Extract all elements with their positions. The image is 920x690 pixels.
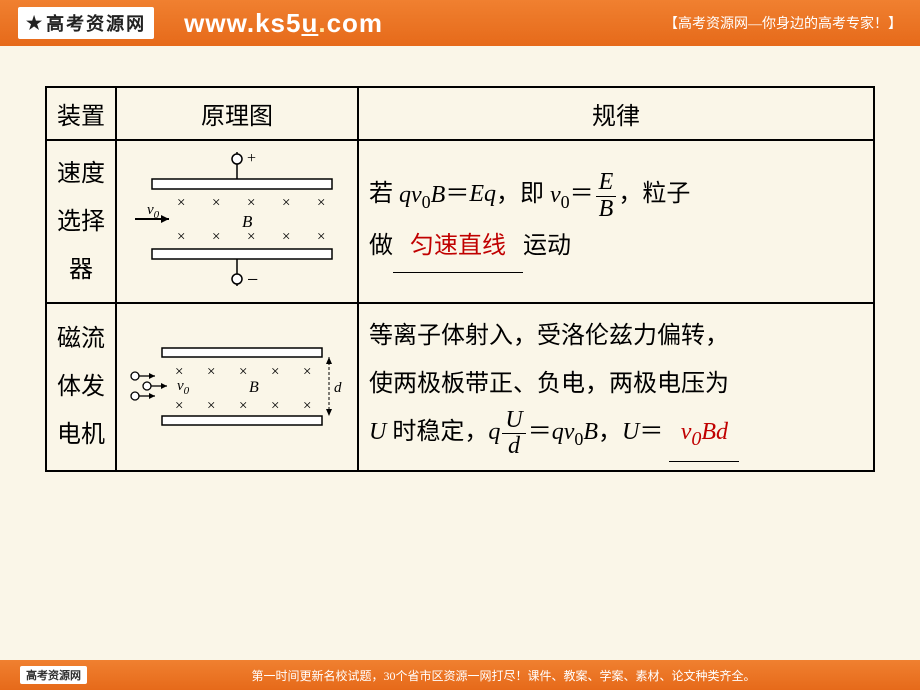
svg-text:v0: v0 [177,378,190,397]
header-bar: ★ 高考资源网 www.ks5u.com 【高考资源网—你身边的高考专家！】 [0,0,920,46]
header-diagram: 原理图 [116,87,358,140]
header-rule: 规律 [358,87,874,140]
velocity-selector-diagram: + − ××××× ××××× v0 B [127,149,347,294]
logo-text: 高考资源网 [46,10,146,36]
svg-text:×: × [207,398,215,414]
svg-text:×: × [247,195,255,211]
svg-text:×: × [303,398,311,414]
svg-text:×: × [175,398,183,414]
svg-text:−: − [247,269,258,291]
logo-star-icon: ★ [26,13,42,34]
footer-logo: 高考资源网 [20,666,87,684]
svg-text:×: × [207,364,215,380]
rule-1: 若 qv0B＝Eq，即 v0＝EB，粒子 做匀速直线运动 [358,140,874,303]
row-velocity-selector: 速度 选择 器 + − × × × × × × × × × × [46,140,874,303]
mhd-diagram: ××××× ××××× v0 B d [127,330,347,445]
site-url: www.ks5u.com [184,8,383,39]
svg-text:×: × [282,229,290,245]
footer-text: 第一时间更新名校试题，30个省市区资源一网打尽！课件、教案、学案、素材、论文种类… [107,667,900,684]
svg-text:B: B [249,379,259,396]
svg-text:×: × [282,195,290,211]
device-label-2: 磁流 体发 电机 [46,303,116,471]
physics-table: 装置 原理图 规律 速度 选择 器 + − [45,86,875,472]
url-suffix: com [327,8,383,38]
footer-bar: 高考资源网 第一时间更新名校试题，30个省市区资源一网打尽！课件、教案、学案、素… [0,660,920,690]
svg-text:×: × [271,398,279,414]
svg-text:×: × [212,195,220,211]
svg-text:×: × [177,229,185,245]
svg-text:×: × [317,195,325,211]
header-device: 装置 [46,87,116,140]
url-dot: . [318,8,326,38]
svg-text:×: × [239,364,247,380]
svg-text:×: × [317,229,325,245]
answer-1: 匀速直线 [393,222,523,273]
svg-text:×: × [177,195,185,211]
svg-text:×: × [247,229,255,245]
diagram-2: ××××× ××××× v0 B d [116,303,358,471]
answer-2: v0Bd [669,408,739,462]
url-highlight: u [301,8,318,38]
url-prefix: www.ks5 [184,8,301,38]
svg-text:B: B [242,212,253,231]
svg-text:+: + [247,150,256,167]
header-row: 装置 原理图 规律 [46,87,874,140]
svg-text:d: d [334,380,342,396]
diagram-1: + − ××××× ××××× v0 B [116,140,358,303]
device-label-1: 速度 选择 器 [46,140,116,303]
content-area: 装置 原理图 规律 速度 选择 器 + − [0,46,920,482]
rule-2: 等离子体射入，受洛伦兹力偏转， 使两极板带正、负电，两极电压为 U 时稳定，qU… [358,303,874,471]
svg-text:×: × [271,364,279,380]
logo: ★ 高考资源网 [18,7,154,39]
svg-text:×: × [239,398,247,414]
svg-text:×: × [303,364,311,380]
row-mhd-generator: 磁流 体发 电机 ××××× ××××× [46,303,874,471]
svg-text:×: × [212,229,220,245]
tagline: 【高考资源网—你身边的高考专家！】 [664,13,902,33]
